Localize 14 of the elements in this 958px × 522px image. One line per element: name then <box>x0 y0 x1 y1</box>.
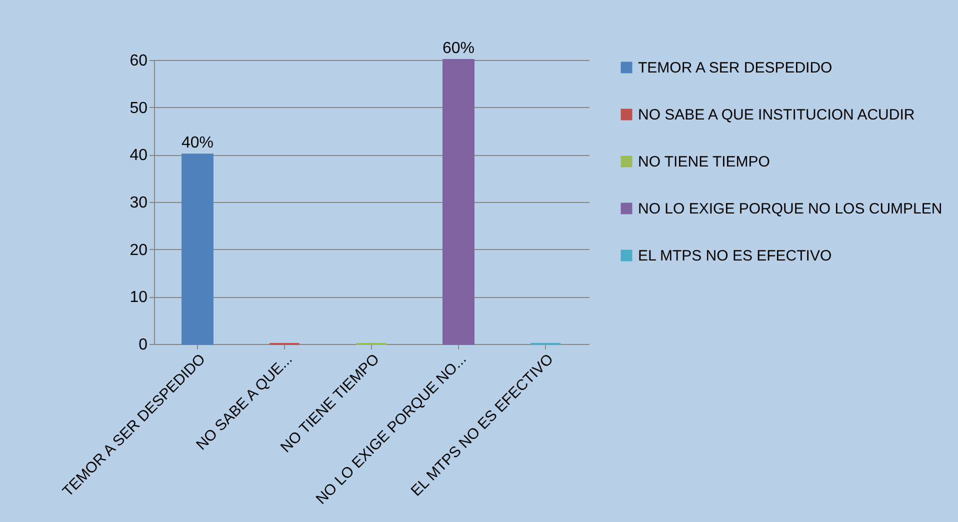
y-tick-label: 20 <box>130 242 148 259</box>
legend-label: NO SABE A QUE INSTITUCION ACUDIR <box>638 106 915 124</box>
y-tick-label: 50 <box>130 100 148 117</box>
y-tick-label: 40 <box>130 147 148 164</box>
legend-label: EL MTPS NO ES EFECTIVO <box>638 248 832 264</box>
legend-label: TEMOR A SER DESPEDIDO <box>638 60 832 76</box>
data-label: 60% <box>442 40 475 57</box>
legend-label: NO LO EXIGE PORQUE NO LOS CUMPLEN <box>638 200 942 218</box>
data-label: 40% <box>181 134 214 152</box>
y-tick-label: 10 <box>130 289 148 306</box>
y-tick-label: 60 <box>130 52 148 70</box>
y-tick-label: 30 <box>130 194 148 212</box>
legend-label: NO TIENE TIEMPO <box>638 154 770 170</box>
y-tick-label: 0 <box>138 336 148 354</box>
